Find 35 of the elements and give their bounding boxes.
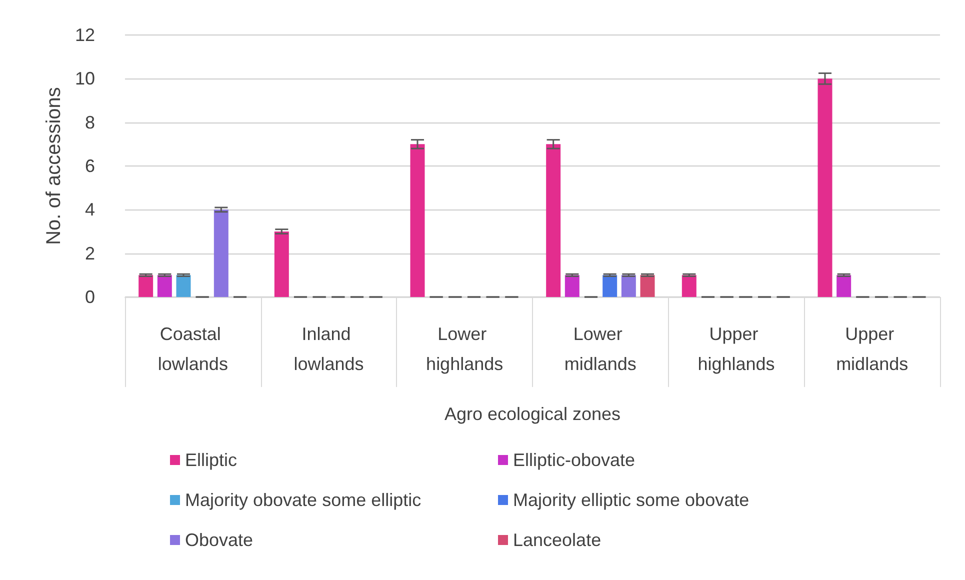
x-tick-label: Lower midlands <box>564 324 636 374</box>
y-axis-title: No. of accessions <box>43 87 66 245</box>
y-tick-label: 12 <box>74 25 95 45</box>
y-tick-label: 4 <box>84 200 95 220</box>
bar <box>157 275 172 297</box>
legend-label: Majority elliptic some obovate <box>513 490 750 510</box>
x-tick-label: Coastal lowlands <box>158 324 228 374</box>
bar <box>682 275 696 297</box>
x-tick-label: Lower highlands <box>426 324 504 374</box>
legend-label: Majority obovate some elliptic <box>185 490 422 510</box>
bar <box>640 275 655 297</box>
bar <box>274 232 289 297</box>
y-tick-label: 10 <box>74 68 95 89</box>
x-tick-label: Upper midlands <box>836 324 908 374</box>
bar <box>602 275 618 297</box>
y-tick-label: 0 <box>84 287 95 307</box>
legend-label: Elliptic-obovate <box>513 450 636 470</box>
legend-label: Lanceolate <box>513 530 602 550</box>
bar <box>214 210 228 297</box>
x-axis-title: Agro ecological zones <box>444 404 621 424</box>
x-tick-label: Upper highlands <box>698 324 775 374</box>
bar <box>176 275 191 297</box>
bar <box>410 144 425 297</box>
legend-label: Obovate <box>185 530 254 550</box>
x-tick-label: Inland lowlands <box>294 324 364 374</box>
y-tick-label: 6 <box>84 156 95 176</box>
y-tick-label: 8 <box>84 112 95 132</box>
bar <box>621 275 636 297</box>
bar <box>836 275 852 297</box>
y-tick-label: 2 <box>84 243 95 264</box>
bar <box>138 275 154 297</box>
bar <box>564 275 580 297</box>
bar <box>818 78 832 297</box>
legend-label: Elliptic <box>185 450 238 470</box>
bar <box>546 144 561 297</box>
